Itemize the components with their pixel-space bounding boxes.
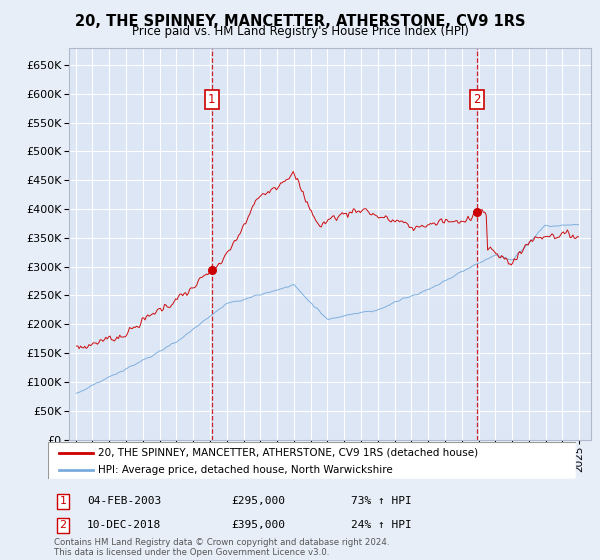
Text: 10-DEC-2018: 10-DEC-2018: [87, 520, 161, 530]
Text: 24% ↑ HPI: 24% ↑ HPI: [351, 520, 412, 530]
Text: 1: 1: [208, 93, 215, 106]
Text: Contains HM Land Registry data © Crown copyright and database right 2024.
This d: Contains HM Land Registry data © Crown c…: [54, 538, 389, 557]
Text: HPI: Average price, detached house, North Warwickshire: HPI: Average price, detached house, Nort…: [98, 465, 393, 475]
Text: 1: 1: [59, 496, 67, 506]
Text: 20, THE SPINNEY, MANCETTER, ATHERSTONE, CV9 1RS (detached house): 20, THE SPINNEY, MANCETTER, ATHERSTONE, …: [98, 447, 478, 458]
Text: 04-FEB-2003: 04-FEB-2003: [87, 496, 161, 506]
Text: 20, THE SPINNEY, MANCETTER, ATHERSTONE, CV9 1RS: 20, THE SPINNEY, MANCETTER, ATHERSTONE, …: [75, 14, 525, 29]
Text: 73% ↑ HPI: 73% ↑ HPI: [351, 496, 412, 506]
Text: £395,000: £395,000: [231, 520, 285, 530]
Text: Price paid vs. HM Land Registry's House Price Index (HPI): Price paid vs. HM Land Registry's House …: [131, 25, 469, 38]
Text: 2: 2: [59, 520, 67, 530]
Text: 2: 2: [473, 93, 481, 106]
Text: £295,000: £295,000: [231, 496, 285, 506]
